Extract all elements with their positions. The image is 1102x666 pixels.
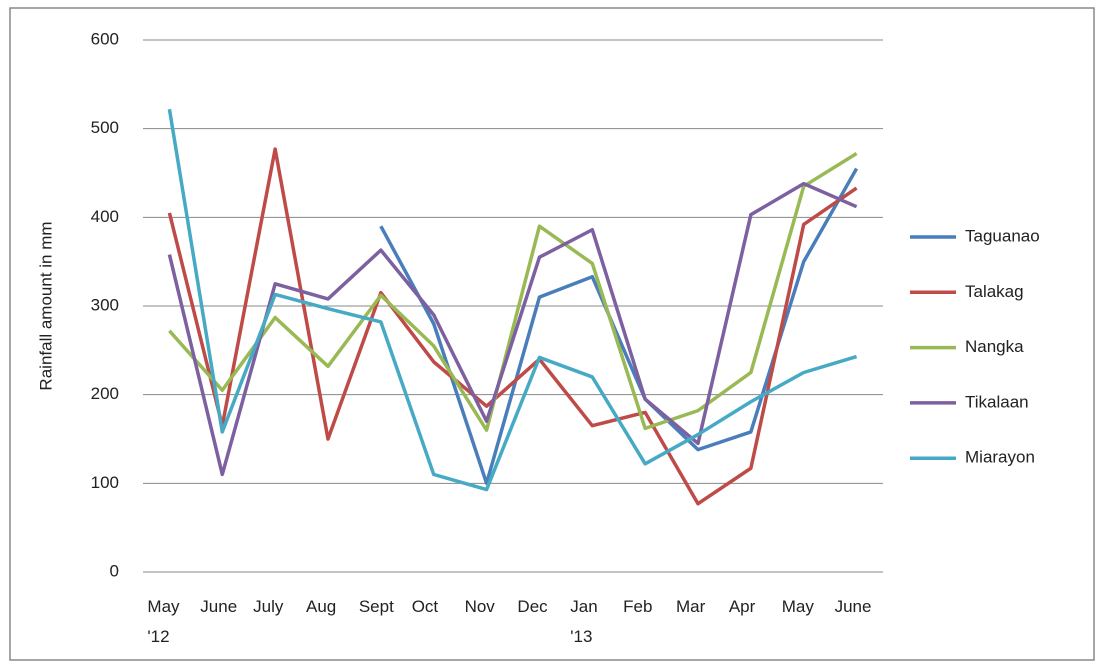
x-tick-label: May '12 bbox=[147, 597, 180, 646]
x-tick-label: Dec bbox=[517, 597, 548, 616]
x-tick-label: Nov bbox=[464, 597, 495, 616]
y-tick-label: 600 bbox=[91, 29, 119, 48]
y-tick-label: 100 bbox=[91, 473, 119, 492]
x-tick-label: Apr bbox=[728, 597, 756, 616]
x-tick-label: June bbox=[200, 597, 238, 616]
y-tick-label: 400 bbox=[91, 207, 119, 226]
chart-frame bbox=[9, 7, 1095, 661]
legend-label: Miarayon bbox=[965, 448, 1035, 467]
x-tick-label: Oct bbox=[411, 597, 439, 616]
series-line bbox=[167, 181, 858, 477]
series-line bbox=[168, 152, 858, 432]
y-tick-label: 0 bbox=[110, 561, 119, 580]
series-line bbox=[167, 108, 858, 492]
x-tick-label: June bbox=[834, 597, 872, 616]
x-tick-label: May bbox=[781, 597, 814, 616]
series-line bbox=[167, 147, 858, 506]
x-tick-label: Jan '13 bbox=[570, 597, 598, 646]
y-tick-label: 500 bbox=[91, 118, 119, 137]
y-tick-label: 200 bbox=[91, 384, 119, 403]
x-tick-label: Feb bbox=[623, 597, 653, 616]
y-axis-label: Rainfall amount in mm bbox=[36, 221, 55, 390]
x-tick-label: July bbox=[253, 597, 284, 616]
legend-label: Talakag bbox=[965, 282, 1024, 301]
y-tick-label: 300 bbox=[91, 295, 119, 314]
x-tick-label: Aug bbox=[306, 597, 337, 616]
legend-label: Nangka bbox=[965, 337, 1024, 356]
legend-label: Tikalaan bbox=[965, 392, 1029, 411]
x-tick-label: Mar bbox=[676, 597, 706, 616]
legend-label: Taguanao bbox=[965, 226, 1040, 245]
x-tick-label: Sept bbox=[358, 597, 394, 616]
